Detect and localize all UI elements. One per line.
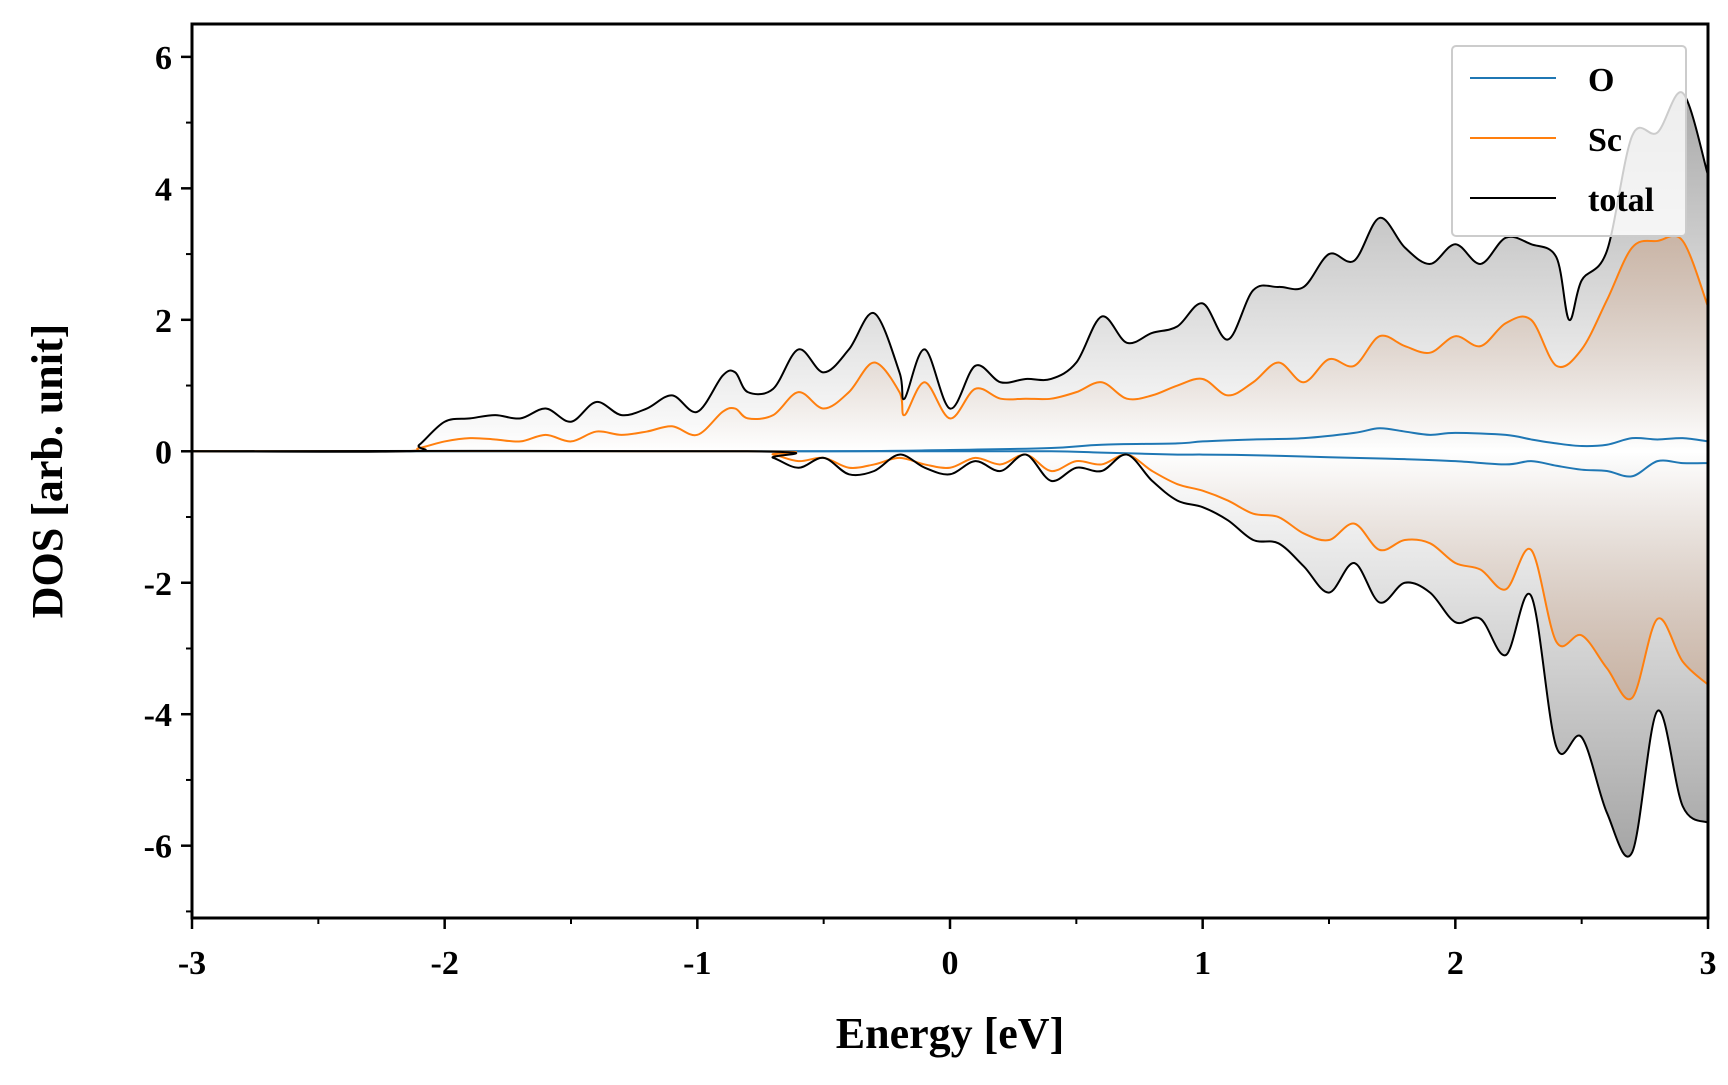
sc-up-fill <box>192 235 1708 452</box>
x-tick-label: -3 <box>178 945 206 982</box>
legend: O Sc total <box>1451 45 1687 237</box>
x-tick-label: 3 <box>1700 945 1717 982</box>
area-fills <box>192 92 1708 857</box>
y-tick-label: 4 <box>155 171 172 208</box>
y-tick-label: -6 <box>144 829 172 866</box>
sc-up-line <box>192 234 1708 453</box>
legend-box <box>1451 45 1687 237</box>
o-down-fill <box>192 451 1708 477</box>
legend-label-o: O <box>1588 62 1614 99</box>
x-axis-title: Energy [eV] <box>836 1009 1065 1058</box>
x-tick-label: 2 <box>1447 945 1464 982</box>
sc-down-line <box>192 450 1708 701</box>
legend-label-total: total <box>1588 182 1654 219</box>
x-tick-label: 0 <box>942 945 959 982</box>
x-axis-ticks: -3 -2 -1 0 1 2 3 <box>178 918 1717 982</box>
series-lines <box>192 91 1708 858</box>
x-tick-label: -1 <box>683 945 711 982</box>
y-tick-label: -4 <box>144 697 172 734</box>
x-tick-label: 1 <box>1194 945 1211 982</box>
y-axis-ticks: -6 -4 -2 0 2 4 6 <box>144 40 192 913</box>
sc-down-fill <box>192 451 1708 700</box>
o-down-line <box>192 450 1708 478</box>
legend-label-sc: Sc <box>1588 122 1622 159</box>
y-tick-label: 0 <box>155 434 172 471</box>
y-axis-title: DOS [arb. unit] <box>23 324 72 619</box>
total-down-line <box>192 449 1708 858</box>
x-tick-label: -2 <box>431 945 459 982</box>
o-up-line <box>192 427 1708 453</box>
total-up-line <box>192 91 1708 453</box>
total-down-fill <box>192 450 1708 857</box>
y-tick-label: 2 <box>155 303 172 340</box>
o-up-fill <box>192 428 1708 452</box>
y-tick-label: -2 <box>144 566 172 603</box>
y-tick-label: 6 <box>155 40 172 77</box>
